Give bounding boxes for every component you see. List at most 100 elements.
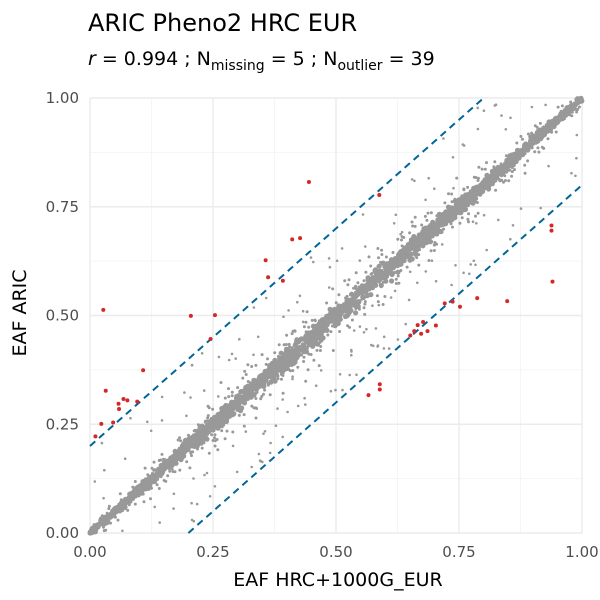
data-point <box>283 364 290 370</box>
data-point <box>443 201 447 205</box>
data-point <box>399 269 403 272</box>
data-point <box>198 437 202 441</box>
data-point <box>188 446 191 450</box>
outlier-point <box>125 398 130 403</box>
data-point <box>424 230 427 234</box>
data-point <box>301 320 305 324</box>
data-point <box>302 360 306 363</box>
data-point <box>427 259 431 262</box>
data-point <box>517 151 521 155</box>
data-point <box>328 317 332 321</box>
data-point <box>462 271 465 275</box>
data-point <box>117 502 121 506</box>
data-point <box>255 407 259 410</box>
data-point <box>562 111 566 115</box>
data-point <box>424 198 427 202</box>
data-point <box>281 398 285 401</box>
data-point <box>343 279 347 283</box>
data-point <box>185 448 189 452</box>
data-point <box>302 342 306 346</box>
data-point <box>362 306 366 310</box>
data-point <box>459 196 463 200</box>
data-point <box>282 315 285 319</box>
data-point <box>442 137 445 140</box>
data-point <box>453 209 456 213</box>
data-point <box>327 286 331 289</box>
data-point <box>435 214 439 218</box>
data-point <box>282 343 286 347</box>
data-point <box>467 220 470 224</box>
data-point <box>264 296 268 300</box>
data-point <box>382 347 386 350</box>
data-point <box>275 359 281 365</box>
data-point <box>276 407 279 410</box>
data-point <box>189 451 193 455</box>
data-point <box>413 179 416 183</box>
outlier-point <box>103 388 108 393</box>
data-point <box>363 302 367 306</box>
data-point <box>491 174 495 177</box>
data-point <box>400 238 403 242</box>
data-point <box>338 373 342 376</box>
outlier-point <box>263 258 268 263</box>
data-point <box>254 416 258 420</box>
data-point <box>208 423 212 427</box>
data-point <box>219 381 223 384</box>
data-point <box>289 350 293 354</box>
data-point <box>404 322 408 326</box>
data-point <box>389 278 395 284</box>
data-point <box>346 324 350 328</box>
outlier-point <box>412 329 417 334</box>
data-point <box>100 441 104 445</box>
data-point <box>537 150 541 154</box>
data-point <box>99 516 103 520</box>
data-point <box>223 396 227 400</box>
data-point <box>474 214 477 218</box>
data-point <box>183 445 187 449</box>
data-point <box>482 186 486 190</box>
data-point <box>250 365 254 368</box>
data-point <box>236 404 242 410</box>
outlier-points <box>93 179 555 439</box>
data-point <box>168 469 172 473</box>
data-point <box>329 389 333 393</box>
data-point <box>274 424 278 428</box>
data-point <box>458 201 462 205</box>
data-point <box>157 487 161 490</box>
data-point <box>489 168 495 174</box>
data-point <box>480 167 484 171</box>
y-tick-label: 0.25 <box>46 415 79 433</box>
data-point <box>532 135 536 139</box>
data-point <box>523 149 527 153</box>
data-point <box>104 528 108 532</box>
data-point <box>356 304 360 308</box>
data-point <box>227 387 230 391</box>
data-point <box>419 232 423 236</box>
data-point <box>281 353 284 357</box>
data-point <box>559 109 563 113</box>
data-point <box>540 145 544 149</box>
data-point <box>318 349 322 352</box>
data-point <box>354 307 358 311</box>
data-point <box>368 281 372 285</box>
data-point <box>235 408 239 412</box>
data-point <box>213 433 217 437</box>
data-point <box>415 256 419 260</box>
data-point <box>552 120 556 123</box>
data-point <box>405 265 409 269</box>
data-point <box>166 462 170 466</box>
data-point <box>449 222 453 226</box>
data-point <box>90 525 96 531</box>
data-point <box>102 496 105 500</box>
data-point <box>202 389 206 392</box>
data-point <box>303 396 306 400</box>
threshold-lines <box>89 97 583 534</box>
data-point <box>277 368 281 372</box>
x-tick-label: 0.00 <box>73 543 106 561</box>
data-point <box>335 307 341 313</box>
data-point <box>315 330 319 334</box>
data-point <box>291 377 294 381</box>
data-point <box>251 393 255 397</box>
data-point <box>290 346 294 350</box>
data-point <box>526 132 530 136</box>
